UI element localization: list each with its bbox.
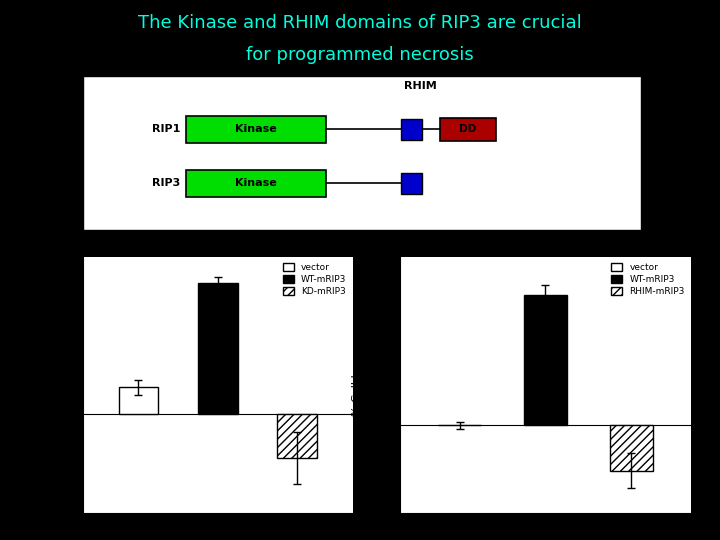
Bar	[440, 118, 496, 141]
Y-axis label: % Cell Loss: % Cell Loss	[36, 353, 45, 416]
Text: Kinase: Kinase	[235, 124, 276, 134]
Title: RIP3 silenced Jurkat: RIP3 silenced Jurkat	[163, 244, 273, 254]
Legend: vector, WT-mRIP3, RHIM-mRIP3: vector, WT-mRIP3, RHIM-mRIP3	[610, 261, 687, 298]
Text: The Kinase and RHIM domains of RIP3 are crucial: The Kinase and RHIM domains of RIP3 are …	[138, 14, 582, 31]
Bar	[277, 414, 317, 458]
Bar	[198, 282, 238, 414]
Bar	[610, 425, 652, 471]
Text: DD: DD	[459, 124, 477, 134]
Bar	[401, 173, 422, 194]
Y-axis label: % Cell Loss: % Cell Loss	[353, 353, 362, 416]
Text: RIP3: RIP3	[152, 178, 181, 188]
Bar	[186, 116, 325, 143]
Bar	[524, 295, 567, 425]
Text: RHIM: RHIM	[404, 82, 437, 91]
Bar	[401, 119, 422, 140]
Text: RIP1: RIP1	[152, 124, 181, 134]
Bar	[186, 170, 325, 197]
Title: RIP3 silenced Jurkat: RIP3 silenced Jurkat	[490, 244, 600, 254]
Bar	[119, 387, 158, 414]
Text: for programmed necrosis: for programmed necrosis	[246, 46, 474, 64]
Legend: vector, WT-mRIP3, KD-mRIP3: vector, WT-mRIP3, KD-mRIP3	[282, 261, 348, 298]
Text: Kinase: Kinase	[235, 178, 276, 188]
